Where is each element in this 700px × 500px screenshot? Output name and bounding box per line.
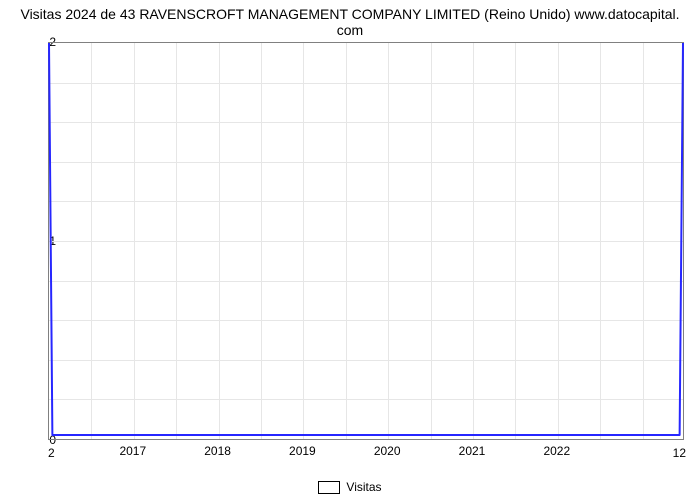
chart-title: Visitas 2024 de 43 RAVENSCROFT MANAGEMEN… [0,6,700,38]
x-tick-2020: 2020 [374,444,401,458]
x-tick-2021: 2021 [459,444,486,458]
x-tick-2019: 2019 [289,444,316,458]
legend-swatch [318,481,340,494]
x-corner-left: 2 [48,446,55,460]
plot-area [48,42,684,440]
x-tick-2022: 2022 [543,444,570,458]
x-corner-right: 12 [673,446,686,460]
chart-container: Visitas 2024 de 43 RAVENSCROFT MANAGEMEN… [0,0,700,500]
x-tick-2018: 2018 [204,444,231,458]
x-tick-2017: 2017 [119,444,146,458]
legend-label: Visitas [346,480,381,494]
legend: Visitas [0,480,700,494]
chart-title-line1: Visitas 2024 de 43 RAVENSCROFT MANAGEMEN… [20,6,679,22]
series-visitas [49,43,683,439]
chart-title-line2: com [337,22,363,38]
